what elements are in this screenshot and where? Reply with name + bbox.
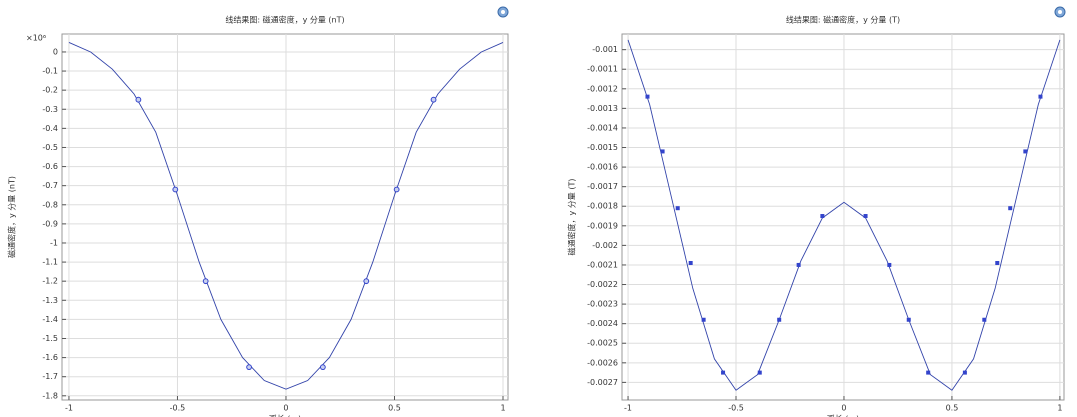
y-tick-label: 0 bbox=[53, 47, 58, 56]
data-point bbox=[777, 317, 782, 322]
y-axis-label: 磁通密度，y 分量 (T) bbox=[567, 179, 577, 256]
data-point bbox=[675, 206, 680, 211]
y-tick-label: -0.9 bbox=[42, 219, 58, 228]
y-tick-label: -1 bbox=[50, 238, 58, 247]
plot-area bbox=[621, 33, 1065, 401]
y-tick-label: -0.6 bbox=[42, 162, 58, 171]
chart-title: 线结果图: 磁通密度，y 分量 (T) bbox=[786, 15, 900, 25]
y-tick-label: -0.0025 bbox=[587, 339, 618, 348]
y-tick-label: -1.3 bbox=[42, 296, 58, 305]
data-point bbox=[363, 278, 370, 285]
data-point bbox=[172, 186, 179, 193]
data-point bbox=[645, 94, 650, 99]
y-tick-label: -0.0027 bbox=[587, 378, 618, 387]
y-tick-label: -0.0019 bbox=[587, 221, 618, 230]
data-point bbox=[820, 214, 825, 219]
y-tick-label: -0.0018 bbox=[587, 202, 618, 211]
data-point bbox=[1008, 206, 1013, 211]
data-point bbox=[796, 262, 801, 267]
y-tick-label: -0.0014 bbox=[587, 123, 618, 132]
data-point bbox=[887, 262, 892, 267]
data-point bbox=[660, 149, 665, 154]
data-line bbox=[627, 39, 1061, 391]
x-axis-label: 弧长 (m) bbox=[827, 414, 860, 417]
y-tick-label: -0.0021 bbox=[587, 260, 618, 269]
y-tick-label: -1.8 bbox=[42, 391, 58, 400]
y-tick-label: -1.5 bbox=[42, 334, 58, 343]
y-axis-label: 磁通密度，y 分量 (nT) bbox=[7, 176, 17, 258]
data-point bbox=[995, 260, 1000, 265]
y-tick-label: -0.0016 bbox=[587, 163, 618, 172]
x-tick-label: 0.5 bbox=[388, 404, 401, 413]
toolbar-icon[interactable] bbox=[1054, 6, 1066, 18]
data-point bbox=[962, 370, 967, 375]
data-point bbox=[906, 317, 911, 322]
data-point bbox=[688, 260, 693, 265]
x-tick-label: 1 bbox=[1057, 404, 1062, 413]
data-point bbox=[721, 370, 726, 375]
data-point bbox=[430, 96, 437, 103]
y-tick-label: -0.0023 bbox=[587, 300, 618, 309]
y-tick-label: -1.4 bbox=[42, 315, 58, 324]
y-tick-label: -1.7 bbox=[42, 372, 58, 381]
data-line bbox=[68, 41, 504, 390]
y-tick-label: -0.0026 bbox=[587, 358, 618, 367]
y-tick-label: -0.1 bbox=[42, 67, 58, 76]
x-tick-label: 0.5 bbox=[946, 404, 959, 413]
data-point bbox=[863, 214, 868, 219]
y-tick-label: -0.0022 bbox=[587, 280, 618, 289]
y-tick-label: -0.3 bbox=[42, 105, 58, 114]
x-tick-label: -1 bbox=[624, 404, 632, 413]
y-tick-label: -1.6 bbox=[42, 353, 58, 362]
y-tick-label: -0.5 bbox=[42, 143, 58, 152]
x-axis-label: 弧长 (m) bbox=[269, 414, 302, 417]
x-tick-label: 0 bbox=[841, 404, 846, 413]
data-point bbox=[926, 370, 931, 375]
y-tick-label: -0.4 bbox=[42, 124, 58, 133]
y-tick-label: -0.7 bbox=[42, 181, 58, 190]
x-tick-label: -0.5 bbox=[170, 404, 186, 413]
y-tick-label: -1.1 bbox=[42, 258, 58, 267]
x-tick-label: -0.5 bbox=[728, 404, 744, 413]
y-tick-label: -1.2 bbox=[42, 277, 58, 286]
x-tick-label: 0 bbox=[283, 404, 288, 413]
data-point bbox=[246, 364, 252, 371]
y-tick-label: -0.0012 bbox=[587, 84, 618, 93]
plot-area bbox=[61, 33, 509, 401]
y-tick-label: -0.0017 bbox=[587, 182, 618, 191]
data-point bbox=[319, 364, 326, 371]
data-point bbox=[1023, 149, 1028, 154]
y-tick-label: -0.8 bbox=[42, 200, 58, 209]
y-tick-label: -0.002 bbox=[592, 241, 618, 250]
data-point bbox=[982, 317, 987, 322]
y-tick-label: -0.0024 bbox=[587, 319, 618, 328]
y-tick-label: -0.0015 bbox=[587, 143, 618, 152]
y-tick-label: -0.0011 bbox=[587, 65, 618, 74]
chart-title: 线结果图: 磁通密度，y 分量 (nT) bbox=[225, 15, 344, 25]
data-point bbox=[202, 278, 209, 285]
y-tick-label: -0.001 bbox=[592, 45, 618, 54]
x-tick-label: 1 bbox=[500, 404, 505, 413]
data-point bbox=[135, 96, 142, 103]
data-point bbox=[393, 186, 400, 193]
data-point bbox=[757, 370, 762, 375]
toolbar-icon[interactable] bbox=[497, 6, 509, 18]
data-point bbox=[1038, 94, 1043, 99]
y-tick-label: -0.2 bbox=[42, 86, 58, 95]
y-tick-label: -0.0013 bbox=[587, 104, 618, 113]
x-tick-label: -1 bbox=[65, 404, 73, 413]
data-point bbox=[701, 317, 706, 322]
axis-multiplier: ×10⁶ bbox=[26, 34, 46, 43]
